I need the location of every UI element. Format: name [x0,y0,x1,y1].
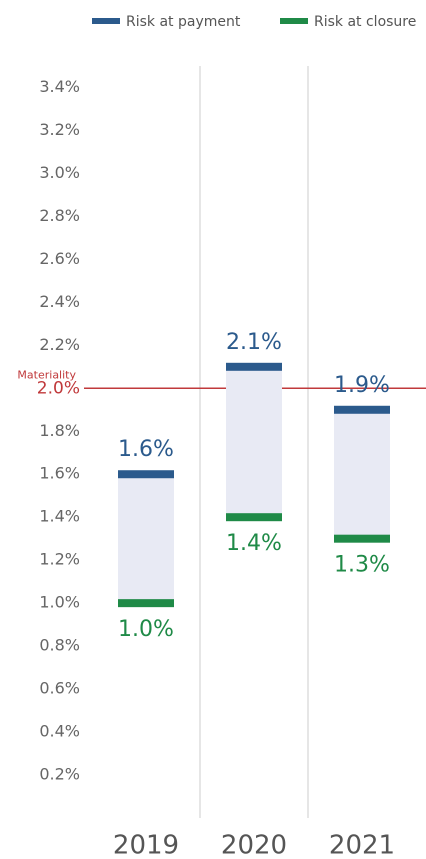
y-tick-label: 1.6% [39,464,80,483]
y-tick-label: 1.4% [39,507,80,526]
y-tick-label: 3.0% [39,163,80,182]
cap [118,599,174,608]
value-label: 1.6% [118,437,174,462]
cap [118,470,174,479]
y-tick-label: 0.2% [39,765,80,784]
legend-swatch [92,18,120,24]
y-tick-label: 2.6% [39,249,80,268]
value-label: 2.1% [226,330,282,355]
cap [226,362,282,371]
range [226,366,282,518]
y-tick-label: 0.4% [39,722,80,741]
y-tick-label: 2.2% [39,335,80,354]
y-tick-label: 2.4% [39,292,80,311]
legend-label: Risk at payment [126,14,241,30]
x-tick-label: 2021 [329,831,395,859]
y-tick-label: 3.4% [39,77,80,96]
value-label: 1.0% [118,617,174,642]
y-tick-label: 1.8% [39,421,80,440]
y-tick-label: 2.0% [37,378,80,398]
cap [226,513,282,522]
cap [334,534,390,543]
y-tick-label: 1.0% [39,593,80,612]
value-label: 1.9% [334,373,390,398]
x-tick-label: 2019 [113,831,179,859]
y-tick-label: 0.6% [39,679,80,698]
y-tick-label: 3.2% [39,120,80,139]
legend-swatch [280,18,308,24]
range [118,474,174,604]
legend-label: Risk at closure [314,14,416,30]
x-tick-label: 2020 [221,831,287,859]
range [334,409,390,539]
y-tick-label: 1.2% [39,550,80,569]
reference-label: Materiality [17,368,76,381]
value-label: 1.3% [334,553,390,578]
cap [334,405,390,414]
value-label: 1.4% [226,531,282,556]
y-tick-label: 2.8% [39,206,80,225]
y-tick-label: 0.8% [39,636,80,655]
